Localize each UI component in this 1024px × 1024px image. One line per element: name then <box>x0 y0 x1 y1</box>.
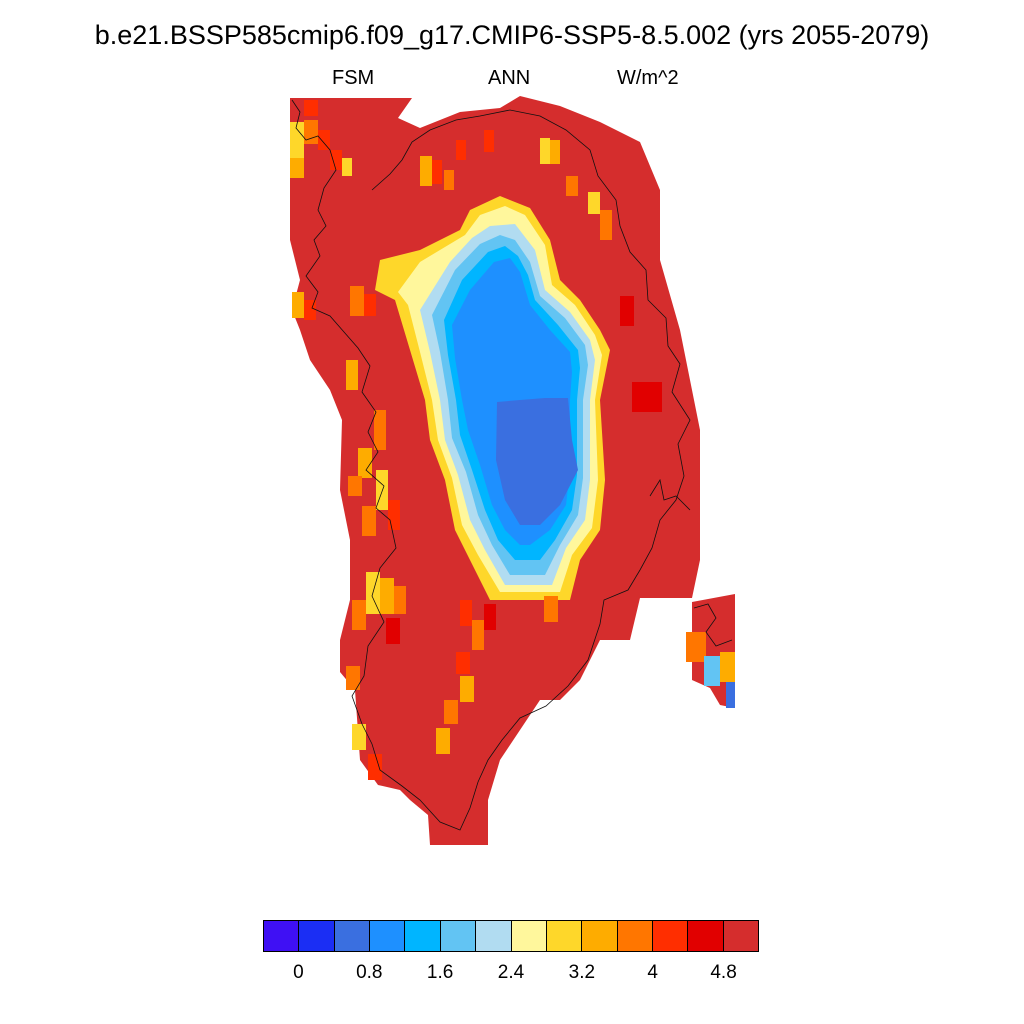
colorbar-swatch <box>476 921 512 951</box>
colorbar-tick-label: 2.4 <box>497 962 525 983</box>
colorbar-swatch <box>723 921 759 951</box>
colorbar-swatch <box>264 921 300 951</box>
colorbar-swatch <box>405 921 441 951</box>
colorbar-swatch <box>299 921 335 951</box>
colorbar-swatch <box>440 921 477 951</box>
season-label: ANN <box>488 67 531 89</box>
colorbar-swatch <box>617 921 653 951</box>
colorbar-swatch <box>511 921 547 951</box>
colorbar <box>263 920 759 952</box>
coastal-pixels <box>290 100 735 780</box>
colorbar-swatch <box>370 921 406 951</box>
colorbar-tick-label: 3.2 <box>568 962 596 983</box>
map-title: b.e21.BSSP585cmip6.f09_g17.CMIP6-SSP5-8.… <box>94 20 930 50</box>
colorbar-swatch <box>334 921 371 951</box>
colorbar-tick-label: 4 <box>647 962 658 983</box>
coastlines <box>291 99 733 831</box>
units-label: W/m^2 <box>617 67 679 89</box>
colorbar-tick-label: 4.8 <box>710 962 737 983</box>
colorbar-swatch <box>546 921 583 951</box>
colorbar-swatch <box>582 921 618 951</box>
colorbar-tick-label: 1.6 <box>426 962 454 983</box>
colorbar-tick-label: 0.8 <box>356 962 383 983</box>
interior-ice-field <box>375 196 610 600</box>
colorbar-swatch <box>688 921 724 951</box>
colorbar-swatch <box>652 921 689 951</box>
variable-label: FSM <box>332 67 375 89</box>
colorbar-tick-label: 0 <box>293 962 304 983</box>
